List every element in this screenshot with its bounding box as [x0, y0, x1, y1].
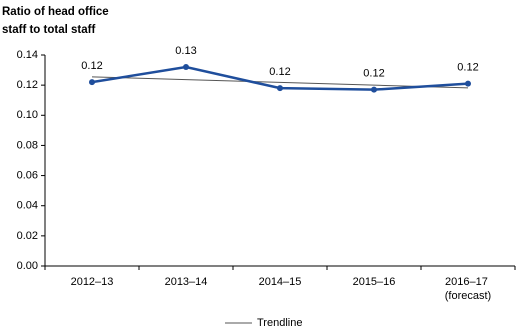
x-tick-label: 2014–15	[259, 276, 302, 288]
x-tick-label: 2012–13	[71, 276, 114, 288]
data-label: 0.13	[175, 45, 196, 57]
y-tick-label: 0.12	[17, 79, 38, 91]
chart-title: Ratio of head office staff to total staf…	[2, 6, 112, 36]
y-tick-label: 0.08	[17, 139, 38, 151]
y-tick-label: 0.14	[17, 49, 38, 61]
data-point	[371, 86, 377, 93]
x-tick-label: 2016–17 (forecast)	[445, 276, 491, 302]
data-point	[183, 64, 189, 71]
y-tick-label: 0.00	[17, 260, 38, 272]
data-label: 0.12	[81, 60, 102, 72]
x-tick-label: 2013–14	[165, 276, 208, 288]
legend-label: Trendline	[257, 317, 302, 329]
y-tick-label: 0.06	[17, 169, 38, 181]
data-label: 0.12	[457, 62, 478, 74]
y-tick-label: 0.04	[17, 200, 38, 212]
data-point	[89, 79, 95, 86]
y-tick-label: 0.02	[17, 230, 38, 242]
y-tick-label: 0.10	[17, 109, 38, 121]
data-label: 0.12	[363, 68, 384, 80]
trendline	[91, 76, 469, 89]
data-point	[277, 85, 283, 92]
data-label: 0.12	[269, 66, 290, 78]
x-tick-label: 2015–16	[353, 276, 396, 288]
data-point	[465, 80, 471, 87]
